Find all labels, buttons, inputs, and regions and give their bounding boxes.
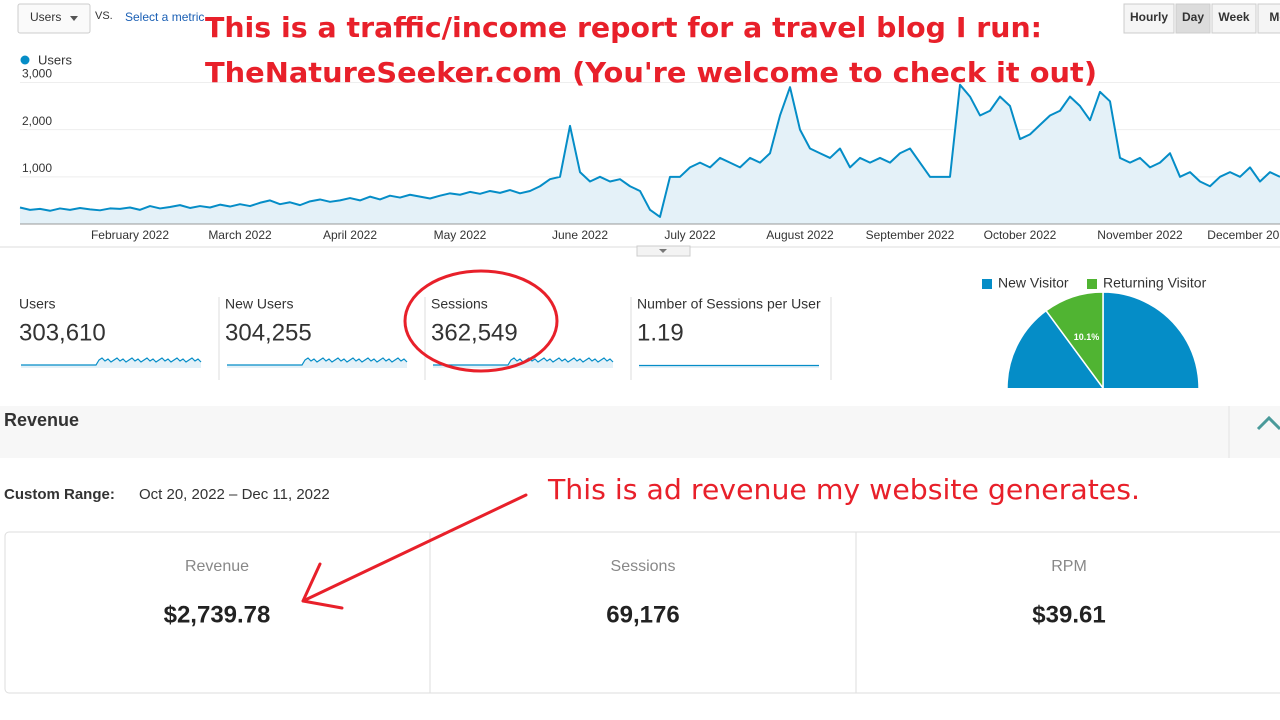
x-tick-label: July 2022 [664,228,716,242]
summary-metrics: Users 303,610 New Users 304,255 Sessions 362,… [19,296,832,380]
granularity-button[interactable] [1175,3,1211,34]
granularity-button[interactable] [1211,3,1257,34]
button-label: Day [1182,10,1204,24]
x-tick-label: June 2022 [552,228,608,242]
annotation-headline: This is a traffic/income report for a tr… [205,11,1042,44]
legend-dot [20,55,30,65]
metric-label: Users [30,10,61,24]
granularity-button[interactable] [1257,3,1280,34]
pie-slice [1045,291,1104,388]
x-tick-label: December 2022 [1207,228,1280,242]
legend-label: Returning Visitor [1103,275,1207,291]
x-tick-label: October 2022 [984,228,1057,242]
legend-label: Users [38,52,72,67]
y-tick-label: 3,000 [22,67,52,81]
annotation-arrow [301,493,528,610]
y-tick-label: 2,000 [22,114,52,128]
slice-label: 10.1% [1074,332,1100,342]
collapse-caret[interactable] [1256,415,1280,431]
select-metric[interactable]: Select a metric [125,10,204,24]
annotation-note: This is ad revenue my website generates. [547,473,1140,506]
revenue-header [0,406,1280,458]
pie-slice [1006,291,1200,388]
sparkline [21,357,202,366]
x-tick-label: August 2022 [766,228,834,242]
range-value: Oct 20, 2022 – Dec 11, 2022 [139,486,330,503]
metric-label: Sessions [431,296,488,312]
card-label: RPM [1051,558,1087,575]
toggle-caret [659,249,667,253]
metric-value: 304,255 [225,319,312,346]
button-label: Mo [1269,10,1280,24]
revenue-title: Revenue [4,410,79,430]
x-tick-label: March 2022 [208,228,272,242]
revenue-cards: Revenue $2,739.78 Sessions 69,176 RPM $39.61 [164,558,1106,628]
annotation-circle [403,269,559,373]
card-label: Sessions [611,558,676,575]
vs-label: VS. [95,10,113,22]
x-tick-label: September 2022 [866,228,955,242]
metric-value: 303,610 [19,319,106,346]
granularity-button[interactable] [1123,3,1175,34]
x-tick-label: November 2022 [1097,228,1183,242]
metric-label: New Users [225,296,293,312]
area [20,84,1280,224]
cards-box [4,531,1280,694]
dropdown-caret [70,16,78,21]
legend-swatch [982,279,992,289]
metric-label: Number of Sessions per User [637,296,821,312]
visitor-pie: New Visitor Returning Visitor 10.1% [982,275,1207,388]
button-label: Hourly [1130,10,1168,24]
legend-swatch [1087,279,1097,289]
range-label: Custom Range: [4,486,115,503]
legend-label: New Visitor [998,275,1069,291]
annotation-headline: TheNatureSeeker.com (You're welcome to c… [205,56,1097,89]
card-value: 69,176 [606,601,679,628]
sparkline-fill [639,365,819,368]
metric-value: 362,549 [431,319,518,346]
metric-value: 1.19 [637,319,684,346]
users-chart: 1,000 2,000 3,000 February 2022 March 2022 Ap… [19,67,1280,242]
x-tick-label: May 2022 [434,228,487,242]
metric-dropdown[interactable] [17,3,91,34]
x-tick-label: February 2022 [91,228,169,242]
pie-slices [1006,291,1200,388]
y-tick-label: 1,000 [22,161,52,175]
line [19,83,1280,218]
metric-label: Users [19,296,56,312]
card-label: Revenue [185,558,249,575]
x-tick-label: April 2022 [323,228,377,242]
granularity-buttons: Hourly Day Week Mo [1123,3,1280,34]
card-value: $39.61 [1032,601,1105,628]
sparkline [227,357,408,366]
button-label: Week [1218,10,1249,24]
card-value: $2,739.78 [164,601,271,628]
